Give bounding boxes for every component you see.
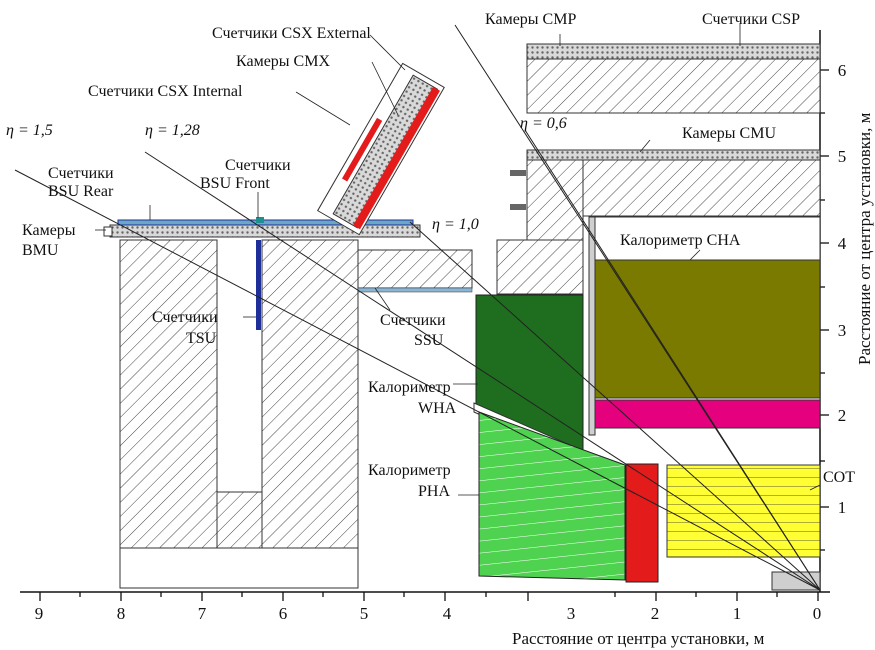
cmu-chambers [526,149,821,161]
bsu-front-marker [256,217,264,223]
bsu-counters [117,219,414,226]
floor-slab [119,547,359,589]
x-tick-4: 4 [443,604,452,623]
end-plug-iron [496,239,584,295]
label-cot: COT [823,469,855,486]
x-tick-6: 6 [279,604,288,623]
y-tick-3: 3 [838,321,847,340]
label-tsu-line2: TSU [186,330,217,347]
bolt-icons [510,170,526,210]
y-axis: 1 2 3 4 5 6 Расстояние от центра установ… [819,30,874,592]
cha-calorimeter [594,259,821,399]
label-cmp: Камеры CMP [485,11,576,28]
label-tsu-line1: Счетчики [152,309,218,326]
beam-pipe-block [771,571,821,591]
csp-cmp-dotted [526,43,821,60]
label-eta-1-28: η = 1,28 [145,122,200,139]
cot-tracker [666,464,821,558]
label-cmu: Камеры CMU [682,125,776,142]
label-eta-1-0: η = 1,0 [432,216,479,233]
y-tick-4: 4 [838,234,847,253]
x-tick-0: 0 [813,604,822,623]
label-ssu-line2: SSU [414,332,444,349]
pem-red [625,463,659,583]
cmp-cmu-iron [496,43,821,295]
leader-lines [95,24,821,496]
cmu-iron-right [582,159,821,217]
label-cha: Калориметр CHA [620,232,741,249]
x-tick-3: 3 [567,604,576,623]
label-wha-line2: WHA [418,400,457,417]
cha-side-plate [588,216,596,436]
eta-lines [14,24,821,591]
label-bsu-rear-line2: BSU Rear [48,183,114,200]
label-wha-line1: Калориметр [368,379,451,396]
y-tick-1: 1 [838,498,847,517]
label-pha-line2: PHA [418,483,450,500]
label-bsu-rear-line1: Счетчики [48,165,114,182]
iron-shelf [357,249,473,289]
x-tick-5: 5 [360,604,369,623]
label-bsu-front-line1: Счетчики [225,157,291,174]
cmu-iron-left [526,159,584,241]
label-bmu-line1: Камеры [22,222,76,239]
bmu-end-cap [103,226,113,237]
x-axis: 9 8 7 6 5 4 3 2 1 0 Расстояние от центра… [20,591,830,648]
label-ssu-line1: Счетчики [380,312,446,329]
cmp-iron [526,58,821,114]
y-tick-2: 2 [838,406,847,425]
left-iron-yoke [119,239,473,589]
csx-external-bar [353,86,441,230]
label-eta-0-6: η = 0,6 [520,115,567,132]
label-eta-1-5: η = 1,5 [6,122,53,139]
csx-internal-bar [342,117,383,182]
cha-frame [588,216,821,261]
label-cmx: Камеры CMX [236,53,330,70]
y-axis-title: Расстояние от центра установки, м [855,112,874,365]
cmx-assembly [316,62,445,236]
label-csx-internal: Счетчики CSX Internal [88,83,243,100]
x-tick-9: 9 [35,604,44,623]
y-tick-6: 6 [838,61,847,80]
bmu-chambers [109,224,421,238]
label-csp: Счетчики CSP [702,11,800,28]
x-tick-8: 8 [117,604,126,623]
iron-block-inner [261,239,359,549]
label-bmu-line2: BMU [22,242,59,259]
iron-block-outer [119,239,218,549]
label-csx-external: Счетчики CSX External [212,25,371,42]
x-axis-title: Расстояние от центра установки, м [512,629,765,648]
x-tick-2: 2 [651,604,660,623]
x-tick-1: 1 [733,604,742,623]
label-pha-line1: Калориметр [368,462,451,479]
label-bsu-front-line2: BSU Front [200,175,270,192]
pha-calorimeter [478,411,626,581]
iron-block-bottom [216,491,263,549]
x-tick-7: 7 [198,604,207,623]
tsu-counter [256,240,261,330]
y-tick-5: 5 [838,147,847,166]
